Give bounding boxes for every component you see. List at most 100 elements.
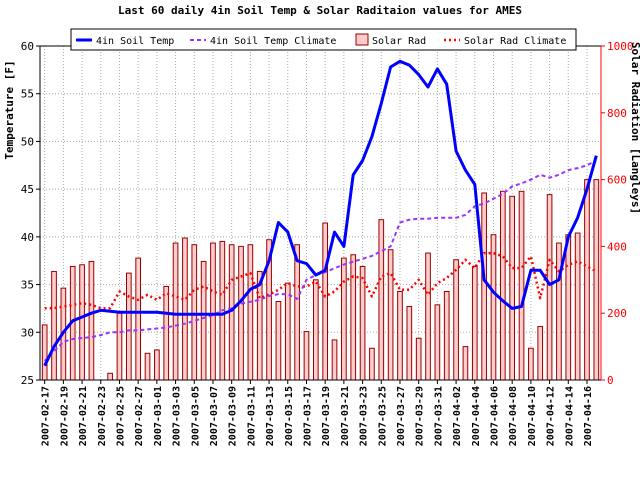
solar-rad-bar <box>41 324 48 381</box>
legend-label: 4in Soil Temp Climate <box>210 36 336 47</box>
solar-rad-bar <box>518 190 525 381</box>
x-tick-label: 2007-03-29 <box>415 386 426 446</box>
y-tick-label: 60 <box>21 40 34 53</box>
solar-rad-bar <box>256 270 263 381</box>
solar-rad-bar <box>471 265 478 381</box>
solar-rad-bar <box>107 372 113 381</box>
solar-rad-bar <box>303 331 310 381</box>
x-tick-label: 2007-02-19 <box>59 386 70 446</box>
legend-label: Solar Rad Climate <box>464 36 566 47</box>
y-tick-label: 45 <box>21 183 34 196</box>
solar-rad-bar <box>79 264 85 381</box>
legend-box <box>70 28 577 51</box>
solar-rad-bar <box>574 232 581 381</box>
legend: 4in Soil Temp 4in Soil Temp Climate Solar … <box>70 28 577 51</box>
y-axis-right-label: Solar Radiation [Langleys] <box>629 42 640 214</box>
x-tick-label: 2007-03-11 <box>246 386 257 446</box>
solar-rad-bar <box>163 285 170 381</box>
solar-rad-bar <box>341 257 347 381</box>
solar-rad-bar <box>509 195 516 381</box>
solar-rad-bar <box>528 347 534 381</box>
legend-label: Solar Rad <box>372 36 426 47</box>
solar-rad-bar <box>546 194 553 381</box>
solar-rad-bar <box>481 192 487 381</box>
legend-item-soil-temp-climate: 4in Soil Temp Climate <box>190 36 336 47</box>
y-right-tick-label: 200 <box>607 307 627 320</box>
x-tick-label: 2007-03-15 <box>284 386 295 446</box>
solar-rad-bar <box>593 179 600 381</box>
solar-rad-bar <box>238 245 244 381</box>
x-tick-label: 2007-04-02 <box>452 386 463 446</box>
x-tick-label: 2007-04-12 <box>546 386 557 446</box>
x-tick-label: 2007-04-06 <box>489 386 500 446</box>
solar-rad-bar <box>247 244 254 381</box>
soil-temp-climate-line <box>43 159 597 362</box>
y-axis-left-label: Temperature [F] <box>3 60 16 159</box>
solar-rad-bar <box>556 242 562 381</box>
legend-swatch <box>355 33 369 46</box>
x-tick-label: 2007-02-23 <box>97 386 108 446</box>
y-right-tick-label: 800 <box>607 107 627 120</box>
y-tick-label: 25 <box>21 374 34 387</box>
y-axis-right-ticks: 0 200 400 600 800 1000 <box>601 40 634 387</box>
x-tick-label: 2007-02-17 <box>41 386 52 446</box>
solar-rad-bar <box>294 244 300 381</box>
solar-rad-bar <box>369 347 375 381</box>
x-tick-label: 2007-04-08 <box>508 386 519 446</box>
y-tick-label: 40 <box>21 231 34 244</box>
x-tick-label: 2007-04-16 <box>583 386 594 446</box>
x-tick-label: 2007-03-05 <box>190 386 201 446</box>
y-right-tick-label: 600 <box>607 174 627 187</box>
solar-rad-bars <box>41 179 600 381</box>
x-tick-label: 2007-03-09 <box>228 386 239 446</box>
x-tick-label: 2007-03-13 <box>265 386 276 446</box>
chart-title: Last 60 daily 4in Soil Temp & Solar Radi… <box>118 4 522 17</box>
solar-rad-bar <box>425 252 431 381</box>
solar-rad-bar <box>116 312 123 381</box>
solar-rad-bar <box>331 339 338 381</box>
solar-rad-bar <box>322 222 329 381</box>
x-tick-label: 2007-04-10 <box>527 386 538 446</box>
plot-area <box>40 46 601 380</box>
y-tick-label: 50 <box>21 135 34 148</box>
solar-rad-bar <box>88 260 95 381</box>
x-tick-label: 2007-03-07 <box>209 386 220 446</box>
series-lines <box>43 59 598 367</box>
solar-rad-bar <box>387 249 394 381</box>
x-axis-ticks: 2007-02-17 2007-02-19 2007-02-21 2007-02-23… <box>41 380 594 446</box>
x-tick-label: 2007-03-19 <box>321 386 332 446</box>
solar-rad-bar <box>275 301 282 381</box>
solar-rad-bar <box>135 257 142 381</box>
solar-rad-bar <box>406 306 413 381</box>
solar-rad-bar <box>490 234 497 381</box>
x-tick-label: 2007-03-01 <box>153 386 164 446</box>
x-tick-label: 2007-02-21 <box>78 386 89 446</box>
plot-background <box>40 46 601 380</box>
x-tick-label: 2007-03-21 <box>340 386 351 446</box>
x-tick-label: 2007-02-25 <box>115 386 126 446</box>
solar-rad-bar <box>210 242 216 381</box>
solar-rad-bar <box>565 234 572 381</box>
y-right-tick-label: 1000 <box>607 40 634 53</box>
y-right-tick-label: 400 <box>607 240 627 253</box>
solar-rad-bar <box>154 349 160 381</box>
solar-rad-bar <box>350 254 357 381</box>
y-right-tick-label: 0 <box>607 374 614 387</box>
legend-label: 4in Soil Temp <box>96 36 174 47</box>
solar-rad-bar <box>443 290 450 381</box>
solar-rad-bar <box>453 259 459 381</box>
solar-rad-bar <box>191 244 198 381</box>
solar-rad-bar <box>537 326 544 381</box>
x-tick-label: 2007-03-23 <box>359 386 370 446</box>
x-tick-label: 2007-02-27 <box>134 386 145 446</box>
x-tick-label: 2007-04-14 <box>564 386 575 446</box>
legend-item-solar-rad: Solar Rad <box>355 33 426 47</box>
y-axis-left-ticks: 25 30 35 40 45 50 55 60 <box>21 40 40 387</box>
solar-rad-bar <box>462 346 469 381</box>
x-tick-label: 2007-03-27 <box>396 386 407 446</box>
y-tick-label: 30 <box>21 326 34 339</box>
solar-rad-bar <box>312 279 319 381</box>
solar-rad-bar <box>584 179 590 381</box>
solar-rad-bar <box>51 270 57 381</box>
